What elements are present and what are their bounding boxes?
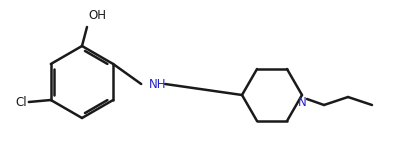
Text: OH: OH: [88, 9, 106, 22]
Text: Cl: Cl: [15, 95, 27, 109]
Text: N: N: [298, 96, 306, 109]
Text: NH: NH: [149, 78, 167, 90]
